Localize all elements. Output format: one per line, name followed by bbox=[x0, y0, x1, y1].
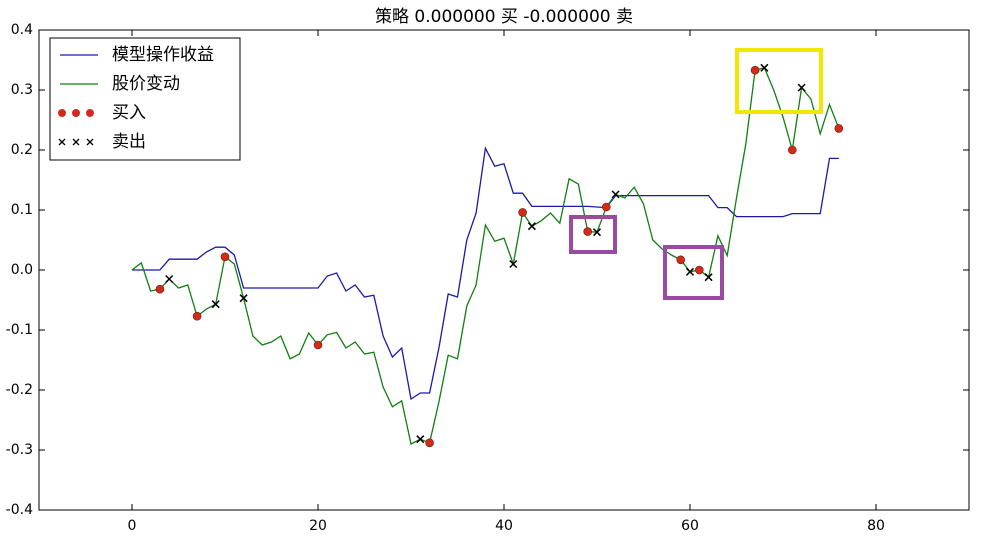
highlight-box bbox=[663, 245, 724, 300]
buy-marker bbox=[694, 265, 704, 275]
sell-marker-stroke bbox=[592, 228, 602, 237]
buy-marker bbox=[601, 202, 611, 212]
buy-marker bbox=[192, 311, 202, 321]
x-tick-label: 60 bbox=[681, 518, 699, 534]
sell-marker-stroke bbox=[509, 259, 518, 269]
plot-layer bbox=[131, 63, 844, 448]
buy-marker bbox=[220, 252, 230, 262]
y-tick-label: 0.0 bbox=[11, 262, 33, 278]
sell-marker-stroke bbox=[685, 267, 695, 276]
buy-marker bbox=[425, 438, 434, 448]
sell-marker-stroke bbox=[611, 190, 620, 199]
y-tick-label: 0.1 bbox=[11, 202, 33, 218]
sell-marker bbox=[704, 273, 713, 282]
sell-marker bbox=[165, 274, 174, 284]
y-tick-label: -0.1 bbox=[6, 322, 33, 338]
series-line bbox=[132, 146, 839, 401]
sell-marker-stroke bbox=[211, 300, 220, 309]
legend-label: 股价变动 bbox=[112, 74, 180, 94]
x-tick-label: 40 bbox=[495, 518, 513, 534]
x-tick-label: 20 bbox=[309, 518, 327, 534]
legend-label: 卖出 bbox=[112, 132, 146, 152]
chart-title: 策略 0.000000 买 -0.000000 卖 bbox=[375, 7, 633, 27]
legend-swatch bbox=[58, 109, 66, 117]
buy-marker bbox=[676, 255, 686, 265]
highlight-box bbox=[735, 48, 823, 114]
x-tick-label: 0 bbox=[128, 518, 137, 534]
buy-marker bbox=[750, 65, 760, 75]
y-tick-label: -0.3 bbox=[6, 442, 33, 458]
legend-swatch bbox=[72, 138, 80, 146]
buy-marker bbox=[583, 227, 593, 236]
highlight-box bbox=[569, 215, 617, 254]
sell-marker-stroke bbox=[704, 273, 713, 282]
sell-marker-stroke bbox=[416, 435, 425, 444]
buy-marker bbox=[787, 145, 797, 155]
sell-marker bbox=[592, 228, 602, 237]
legend-box bbox=[49, 37, 241, 161]
buy-marker bbox=[834, 124, 844, 133]
buy-marker bbox=[155, 284, 165, 294]
legend-swatch bbox=[72, 109, 80, 117]
y-tick-label: 0.4 bbox=[11, 22, 33, 38]
sell-marker bbox=[797, 83, 806, 92]
sell-marker bbox=[611, 190, 620, 199]
sell-marker-stroke bbox=[760, 63, 769, 72]
sell-marker bbox=[239, 294, 248, 303]
legend-swatch bbox=[86, 138, 94, 146]
sell-marker-stroke bbox=[239, 294, 248, 303]
x-tick-label: 80 bbox=[867, 518, 885, 534]
buy-marker bbox=[518, 208, 527, 217]
legend-swatch bbox=[86, 109, 94, 117]
y-tick-label: -0.4 bbox=[6, 502, 33, 518]
sell-marker bbox=[685, 267, 695, 276]
sell-marker-stroke bbox=[165, 274, 174, 284]
y-tick-label: 0.3 bbox=[11, 82, 33, 98]
series-line bbox=[131, 67, 840, 445]
sell-marker bbox=[527, 222, 536, 231]
legend-label: 买入 bbox=[112, 103, 146, 123]
buy-marker bbox=[313, 340, 323, 350]
y-tick-label: -0.2 bbox=[6, 382, 33, 398]
sell-marker bbox=[211, 300, 220, 309]
sell-marker bbox=[760, 63, 769, 72]
sell-marker-stroke bbox=[797, 83, 806, 92]
sell-marker bbox=[416, 435, 425, 444]
sell-marker bbox=[509, 259, 518, 269]
y-tick-label: 0.2 bbox=[11, 142, 33, 158]
legend-swatch bbox=[58, 138, 66, 146]
sell-marker-stroke bbox=[527, 222, 536, 231]
legend-label: 模型操作收益 bbox=[112, 45, 214, 65]
